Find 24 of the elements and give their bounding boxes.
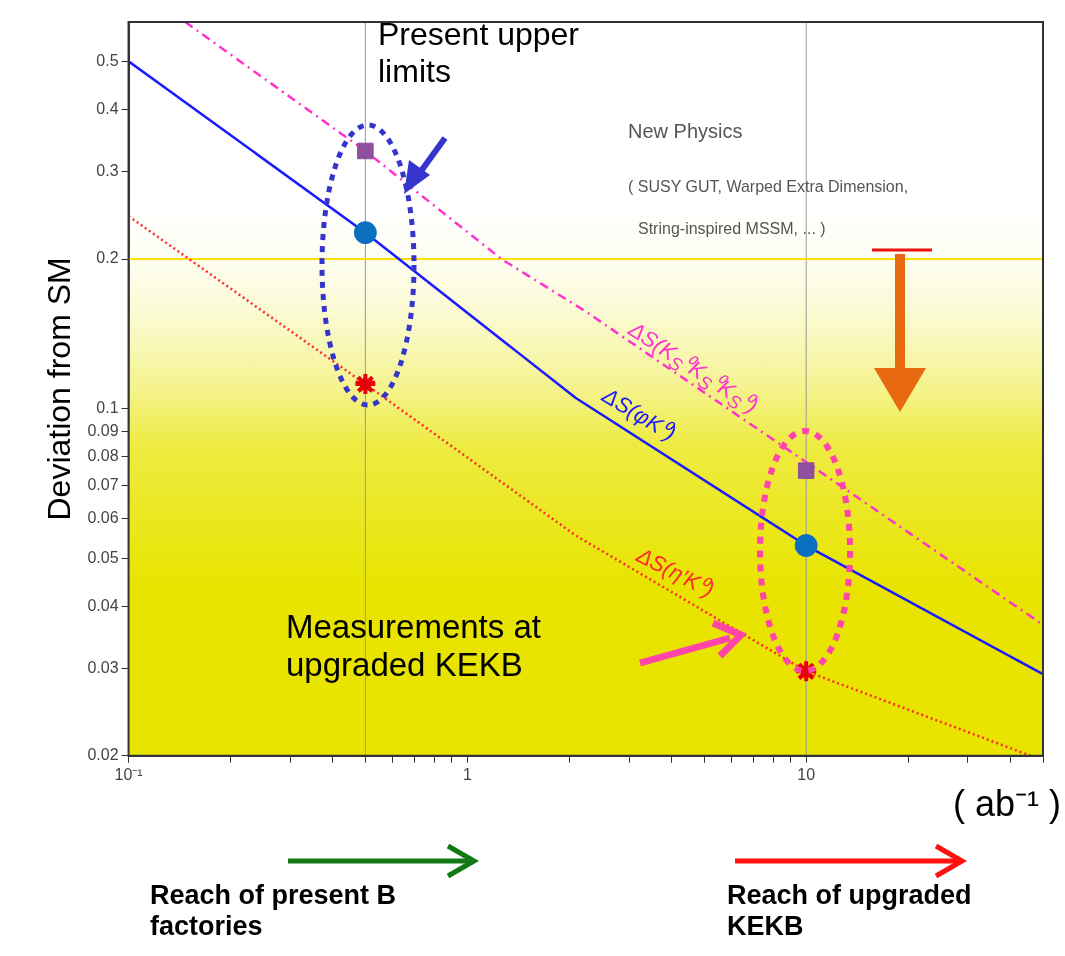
y-axis-title: Deviation from SM <box>41 257 78 521</box>
y-tick-label: 0.3 <box>96 161 119 179</box>
annotation: New Physics <box>628 120 743 143</box>
y-tick-label: 0.02 <box>87 746 119 764</box>
y-tick-label: 0.06 <box>87 509 119 527</box>
y-tick-label: 0.05 <box>87 548 119 566</box>
y-tick-label: 0.2 <box>96 249 119 267</box>
annotation: Present upper limits <box>378 16 580 90</box>
x-tick-label: 10⁻¹ <box>114 765 143 783</box>
y-tick-label: 0.08 <box>87 447 119 465</box>
y-tick-label: 0.04 <box>87 596 119 614</box>
x-axis-title: ( ab⁻¹ ) <box>953 782 1062 826</box>
x-tick-label: 1 <box>462 765 472 783</box>
y-tick-label: 0.09 <box>87 421 119 439</box>
annotation: ( SUSY GUT, Warped Extra Dimension, <box>628 178 909 197</box>
y-tick-label: 0.03 <box>87 658 119 676</box>
annotation: String-inspired MSSM, ... ) <box>638 220 826 239</box>
y-tick-label: 0.5 <box>96 51 119 69</box>
text: Reach of upgraded KEKB <box>727 880 973 943</box>
y-tick-label: 0.07 <box>87 475 119 493</box>
text: Reach of present B factories <box>150 880 398 943</box>
y-tick-label: 0.1 <box>96 398 119 416</box>
y-tick-label: 0.4 <box>96 99 119 117</box>
x-tick-label: 10 <box>797 765 816 783</box>
